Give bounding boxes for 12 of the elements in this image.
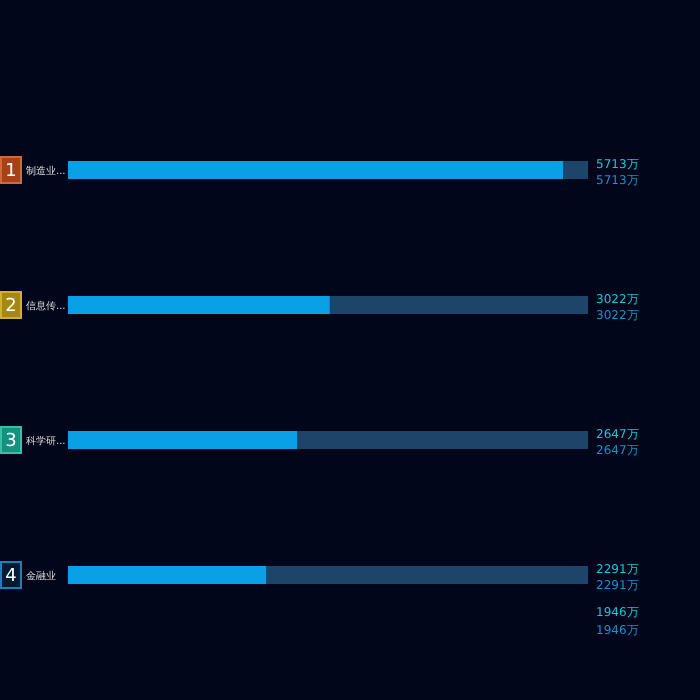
bar <box>68 296 330 314</box>
rank-badge: 4 <box>0 561 22 589</box>
bar <box>68 161 564 179</box>
bar <box>68 566 267 584</box>
rank-badge: 2 <box>0 291 22 319</box>
rank-badge: 1 <box>0 156 22 184</box>
bar <box>68 431 298 449</box>
bar <box>297 431 588 449</box>
bar <box>563 161 588 179</box>
rank-badge: 3 <box>0 426 22 454</box>
bar <box>266 566 588 584</box>
bar <box>329 296 588 314</box>
